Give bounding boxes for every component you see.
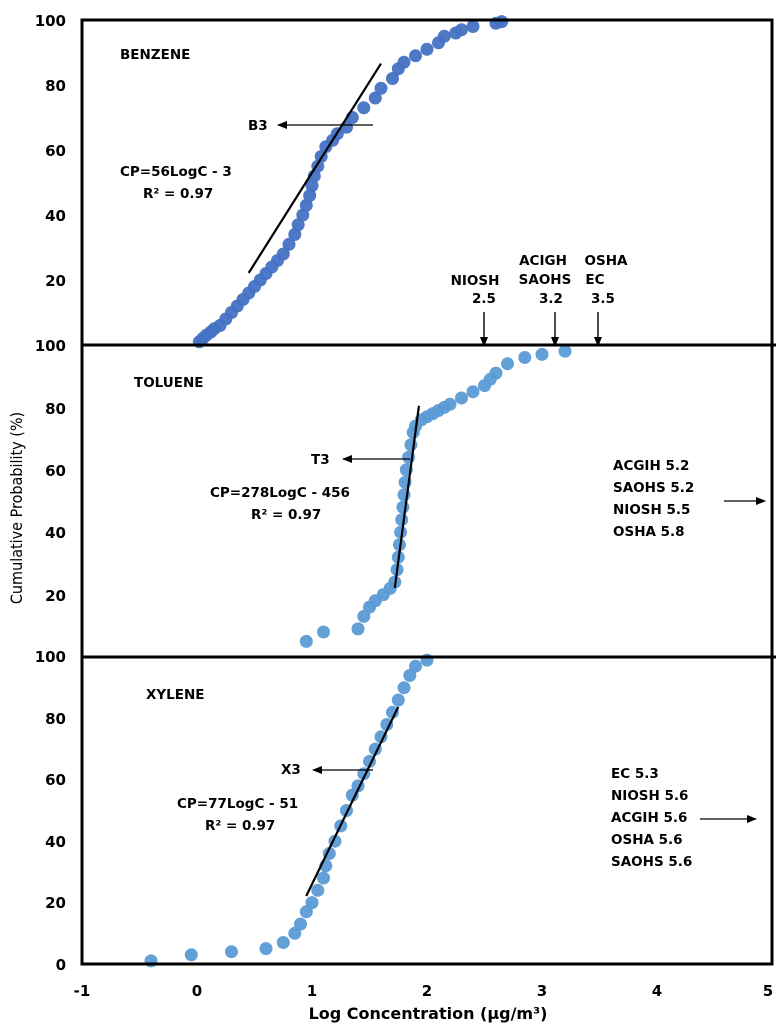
limit-label: OSHA 5.8: [613, 524, 685, 540]
data-point: [294, 918, 307, 931]
xylene-r2: R² = 0.97: [205, 818, 275, 834]
limit-label: SAOHS 5.2: [613, 480, 694, 496]
y-tick-label: 20: [45, 587, 66, 605]
y-tick-label: 40: [45, 833, 66, 851]
data-point: [357, 101, 370, 114]
data-point: [455, 392, 468, 405]
limit-label: ACIGH: [519, 253, 567, 269]
x-tick-label: 4: [652, 982, 662, 1000]
y-tick-label: 40: [45, 207, 66, 225]
data-point: [311, 884, 324, 897]
data-point: [490, 367, 503, 380]
data-point: [185, 948, 198, 961]
panel-title-xylene: XYLENE: [146, 687, 205, 703]
data-point: [392, 694, 405, 707]
data-point: [455, 23, 468, 36]
data-point: [300, 635, 313, 648]
y-tick-label: 80: [45, 710, 66, 728]
limit-label: OSHA 5.6: [611, 832, 683, 848]
y-tick-label: 80: [45, 77, 66, 95]
x-tick-label: 2: [422, 982, 432, 1000]
data-point: [398, 56, 411, 69]
x-tick-label: -1: [74, 982, 91, 1000]
data-point: [495, 15, 508, 28]
data-point: [317, 872, 330, 885]
data-point: [421, 43, 434, 56]
y-tick-label: 40: [45, 524, 66, 542]
limit-label: 3.5: [591, 291, 615, 307]
y-axis-label: Cumulative Probability (%): [7, 412, 26, 604]
y-tick-label: 100: [35, 648, 66, 666]
y-tick-label: 20: [45, 272, 66, 290]
x-axis-label: Log Concentration (µg/m³): [309, 1004, 548, 1023]
y-tick-label: 0: [56, 956, 66, 974]
fit-label-x3: X3: [281, 762, 301, 778]
limit-label: EC 5.3: [611, 766, 659, 782]
limit-label: OSHA: [585, 253, 628, 269]
y-tick-label: 20: [45, 894, 66, 912]
data-point: [559, 345, 572, 358]
data-point: [444, 398, 457, 411]
limit-label: NIOSH 5.6: [611, 788, 688, 804]
limit-label: NIOSH 5.5: [613, 502, 690, 518]
y-tick-label: 60: [45, 771, 66, 789]
regression-line: [306, 707, 398, 896]
limit-label: 3.2: [539, 291, 563, 307]
x-tick-label: 3: [537, 982, 547, 1000]
data-point: [306, 896, 319, 909]
data-point: [518, 351, 531, 364]
regression-line: [249, 64, 381, 273]
y-tick-label: 100: [35, 337, 66, 355]
toluene-r2: R² = 0.97: [251, 507, 321, 523]
panel-title-toluene: TOLUENE: [134, 375, 204, 391]
x-tick-label: 5: [763, 982, 773, 1000]
data-point: [501, 357, 514, 370]
limit-label: 2.5: [472, 291, 496, 307]
limit-label: SAOHS: [519, 272, 572, 288]
data-point: [536, 348, 549, 361]
data-point: [409, 49, 422, 62]
data-point: [467, 20, 480, 33]
x-tick-label: 1: [307, 982, 317, 1000]
data-point: [225, 945, 238, 958]
limit-label: SAOHS 5.6: [611, 854, 692, 870]
fit-label-b3: B3: [248, 118, 268, 134]
data-point: [438, 30, 451, 43]
data-point: [277, 936, 290, 949]
fit-label-t3: T3: [311, 452, 330, 468]
data-point: [467, 385, 480, 398]
x-tick-label: 0: [192, 982, 202, 1000]
y-tick-label: 60: [45, 462, 66, 480]
y-tick-label: 60: [45, 142, 66, 160]
data-point: [317, 626, 330, 639]
data-point: [396, 501, 409, 514]
y-tick-label: 100: [35, 12, 66, 30]
data-point: [395, 513, 408, 526]
data-point: [260, 942, 273, 955]
limit-label: ACGIH 5.2: [613, 458, 689, 474]
benzene-r2: R² = 0.97: [143, 186, 213, 202]
data-point: [398, 681, 411, 694]
limit-label: EC: [585, 272, 604, 288]
xylene-equation: CP=77LogC - 51: [177, 796, 298, 812]
y-tick-label: 80: [45, 400, 66, 418]
data-point: [409, 660, 422, 673]
data-point: [375, 82, 388, 95]
limit-label: NIOSH: [451, 273, 500, 289]
toluene-equation: CP=278LogC - 456: [210, 485, 350, 501]
benzene-equation: CP=56LogC - 3: [120, 164, 232, 180]
panel-title-benzene: BENZENE: [120, 47, 190, 63]
limit-label: ACGIH 5.6: [611, 810, 687, 826]
data-point: [352, 622, 365, 635]
